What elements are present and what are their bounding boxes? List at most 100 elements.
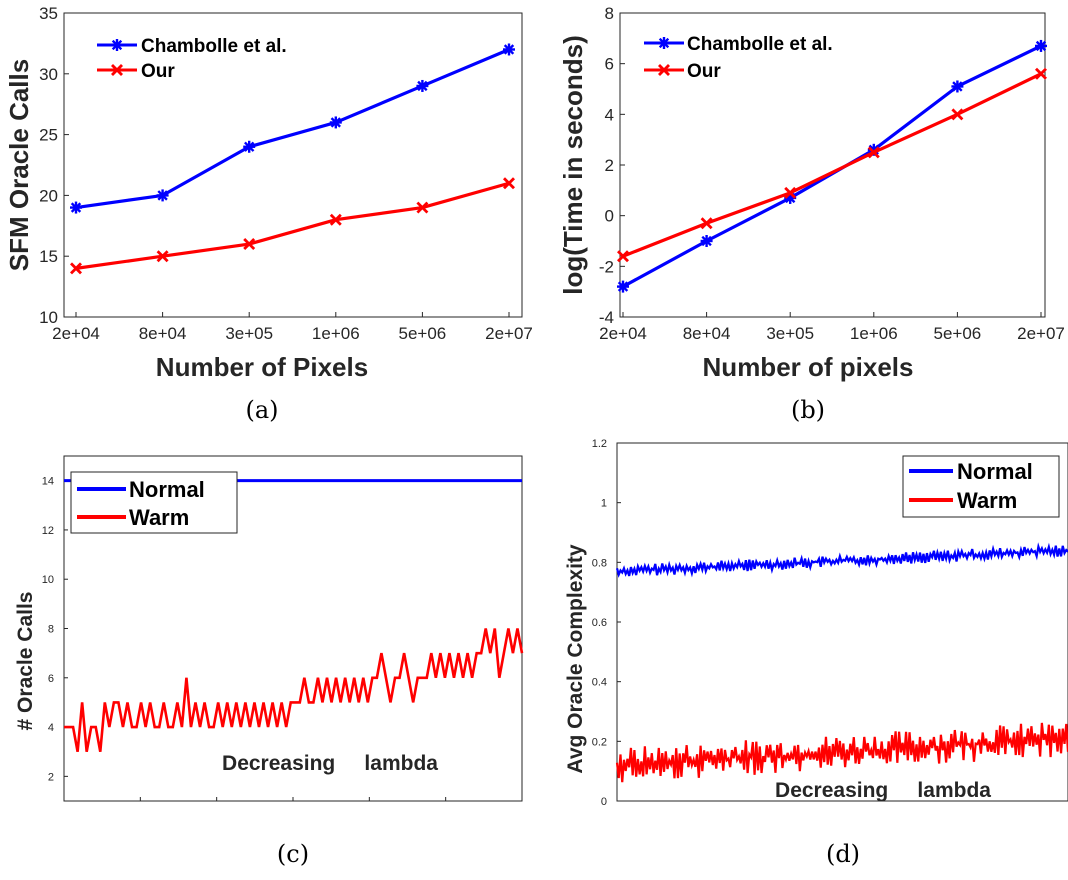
y-tick-label: 15 — [39, 247, 58, 266]
y-tick-label: 4 — [48, 722, 54, 734]
x-axis-title: Decreasing lambda — [222, 752, 438, 775]
marker-stroke — [330, 117, 341, 128]
y-tick-label: 1 — [601, 498, 607, 510]
legend-box — [70, 471, 238, 534]
legend-label: Normal — [129, 477, 205, 502]
panel-label: (c) — [277, 840, 309, 868]
y-ticks: 0 0.2 0.4 0.6 0.8 1 1.2 — [592, 438, 621, 808]
marker-stroke — [1035, 67, 1047, 80]
x-tick-label: 8e+04 — [139, 324, 187, 343]
legend-label: Normal — [957, 459, 1033, 484]
marker-stroke — [111, 64, 123, 76]
point-marker-x — [329, 213, 342, 226]
marker-stroke — [952, 81, 963, 92]
marker-stroke — [329, 213, 342, 226]
marker-stroke — [503, 44, 515, 55]
point-marker-asterisk — [658, 37, 670, 49]
x-axis-title: Number of pixels — [703, 352, 914, 382]
series-line-warm — [64, 628, 524, 752]
y-tick-label: 2 — [48, 771, 54, 783]
y-axis-title: # Oracle Calls — [14, 592, 37, 731]
marker-stroke — [1035, 40, 1047, 52]
series-line — [75, 181, 510, 270]
y-tick-label: 6 — [48, 673, 54, 685]
x-tick-label: 1e+06 — [312, 324, 360, 343]
y-axis-title: SFM Oracle Calls — [4, 59, 34, 271]
legend-marker-x — [658, 64, 670, 76]
x-ticks: 2e+04 8e+04 3e+05 1e+06 5e+06 2e+07 — [52, 312, 533, 343]
y-axis-title: Avg Oracle Complexity — [564, 544, 587, 773]
panel-label: (a) — [245, 396, 278, 424]
y-axis-title: log(Time in seconds) — [558, 35, 588, 295]
legend-marker-asterisk — [658, 37, 670, 49]
point-marker-asterisk — [617, 280, 629, 293]
y-ticks: 10 15 20 25 30 35 — [39, 4, 69, 327]
series-line — [75, 48, 510, 210]
y-tick-label: 14 — [42, 476, 54, 488]
marker-stroke — [111, 39, 123, 51]
panel-b: -4 -2 0 2 4 6 8 2e+04 8e+04 3e+05 1e+06 5e+06 2e+07… — [558, 4, 1065, 424]
y-tick-label: 0.2 — [592, 736, 607, 748]
x-tick-label: 2e+07 — [485, 324, 533, 343]
point-marker-x — [658, 64, 670, 76]
legend-marker-asterisk — [111, 39, 123, 51]
x-tick-label: 2e+04 — [52, 324, 100, 343]
y-tick-label: 2 — [605, 156, 614, 175]
marker-stroke — [867, 146, 880, 159]
marker-stroke — [70, 262, 82, 275]
series-group — [617, 39, 1047, 293]
marker-stroke — [416, 201, 429, 214]
y-tick-label: 0 — [601, 796, 607, 808]
legend-box — [90, 25, 300, 87]
marker-stroke — [243, 238, 256, 251]
series-group — [70, 43, 515, 275]
legend-label: Chambolle et al. — [141, 36, 287, 57]
x-tick-label: 5e+06 — [934, 324, 982, 343]
point-marker-x — [70, 262, 82, 275]
marker-stroke — [503, 177, 515, 190]
y-tick-label: 10 — [42, 574, 54, 586]
x-tick-label: 3e+05 — [225, 324, 273, 343]
x-tick-label: 8e+04 — [683, 324, 731, 343]
y-tick-label: 10 — [39, 308, 58, 327]
marker-stroke — [701, 235, 712, 247]
point-marker-asterisk — [700, 235, 713, 247]
x-axis-title: Decreasing lambda — [775, 779, 991, 802]
legend: Normal Warm — [70, 471, 238, 534]
point-marker-x — [784, 186, 797, 199]
y-tick-label: -2 — [599, 257, 614, 276]
point-marker-x — [700, 217, 713, 230]
legend-marker-x — [111, 64, 123, 76]
marker-stroke — [658, 64, 670, 76]
x-ticks: 2e+04 8e+04 3e+05 1e+06 5e+06 2e+07 — [599, 312, 1065, 343]
point-marker-asterisk — [416, 79, 429, 92]
y-tick-label: 8 — [48, 624, 54, 636]
point-marker-asterisk — [156, 189, 169, 202]
y-tick-label: 30 — [39, 65, 58, 84]
y-ticks: 2 4 6 8 10 12 14 — [42, 476, 447, 801]
marker-stroke — [244, 141, 255, 152]
point-marker-x — [867, 146, 880, 159]
legend-label: Warm — [129, 505, 189, 530]
x-tick-label: 5e+06 — [399, 324, 447, 343]
marker-stroke — [617, 281, 629, 292]
point-marker-asterisk — [1035, 39, 1047, 52]
point-marker-asterisk — [111, 39, 123, 51]
x-tick-label: 2e+07 — [1017, 324, 1065, 343]
y-tick-label: 8 — [605, 4, 614, 23]
y-tick-label: 25 — [39, 126, 58, 145]
legend: Chambolle et al. Our — [632, 25, 842, 87]
marker-stroke — [658, 37, 670, 49]
y-tick-label: 6 — [605, 55, 614, 74]
legend-box — [632, 25, 842, 87]
point-marker-x — [503, 177, 515, 190]
marker-stroke — [617, 250, 629, 263]
x-axis-title: Number of Pixels — [156, 352, 368, 382]
y-tick-label: 12 — [42, 525, 54, 537]
marker-stroke — [156, 250, 169, 263]
legend-label: Our — [141, 61, 175, 82]
y-tick-label: 0.4 — [592, 677, 607, 689]
point-marker-asterisk — [243, 140, 256, 153]
marker-stroke — [417, 80, 428, 92]
